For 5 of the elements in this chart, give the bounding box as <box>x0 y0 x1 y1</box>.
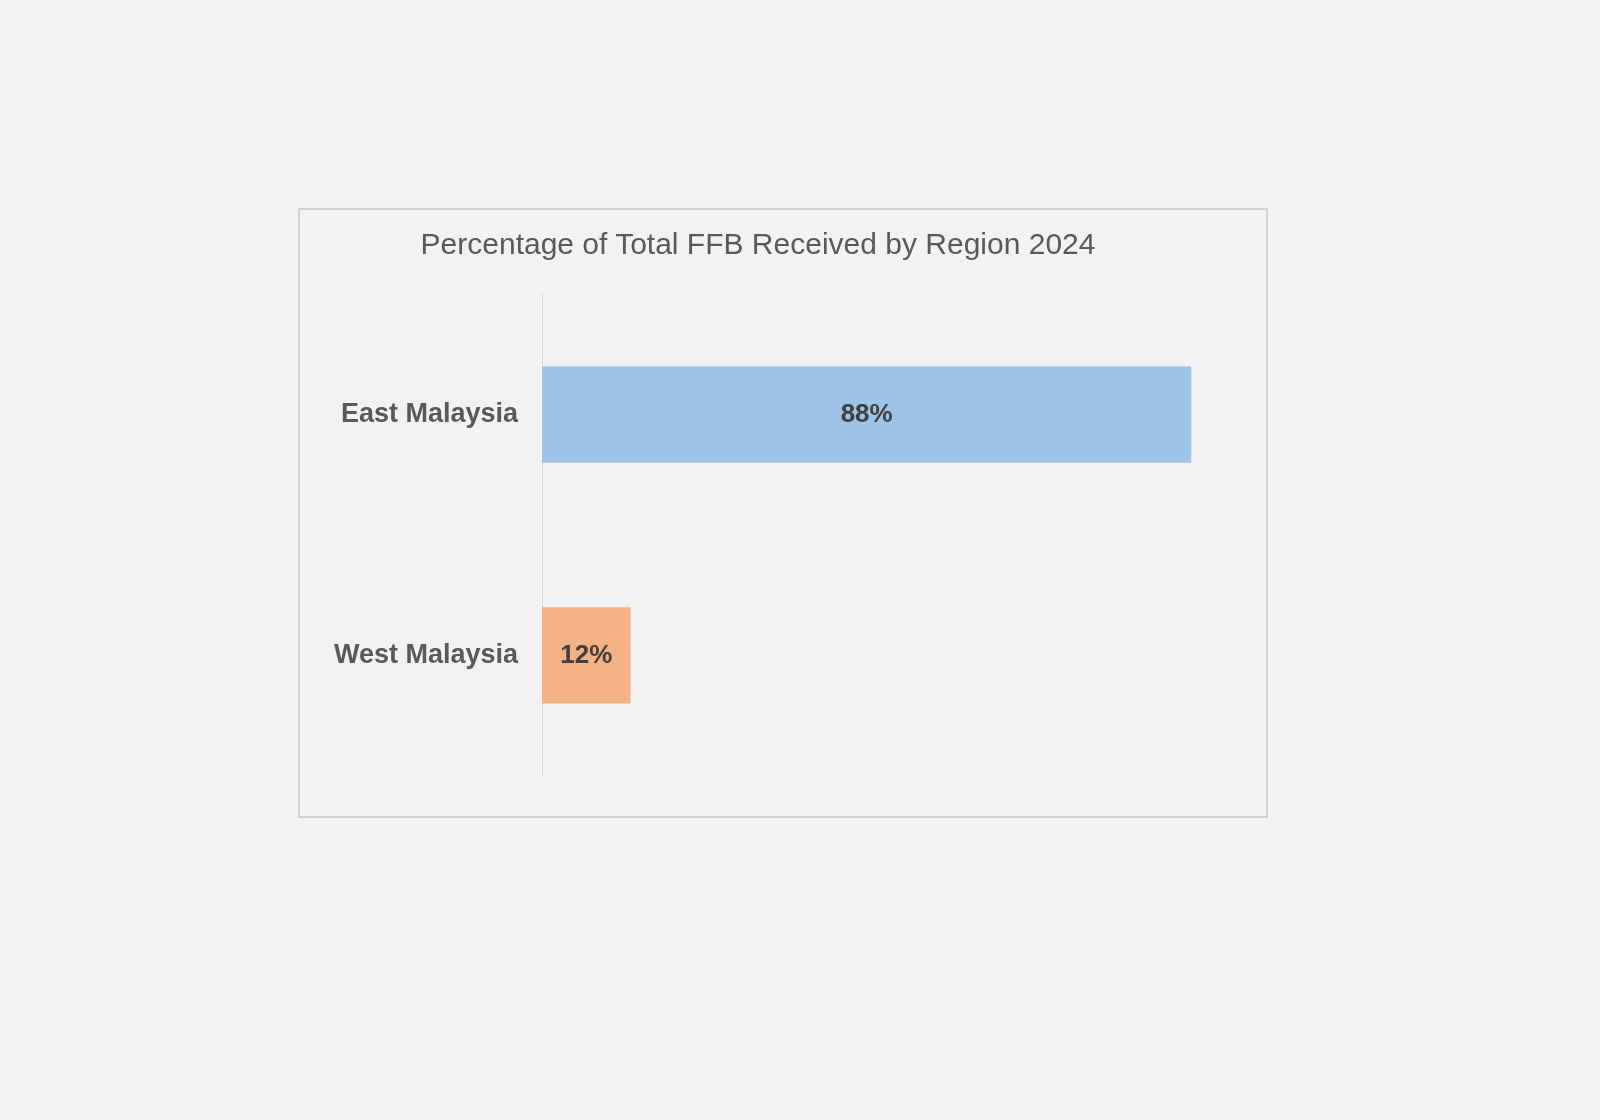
data-label: 88% <box>840 397 893 428</box>
y-tick-label: West Malaysia <box>333 638 520 669</box>
chart-title: Percentage of Total FFB Received by Region 2024 <box>420 227 1096 261</box>
data-label: 12% <box>560 638 613 669</box>
y-tick-label: East Malaysia <box>340 397 520 428</box>
